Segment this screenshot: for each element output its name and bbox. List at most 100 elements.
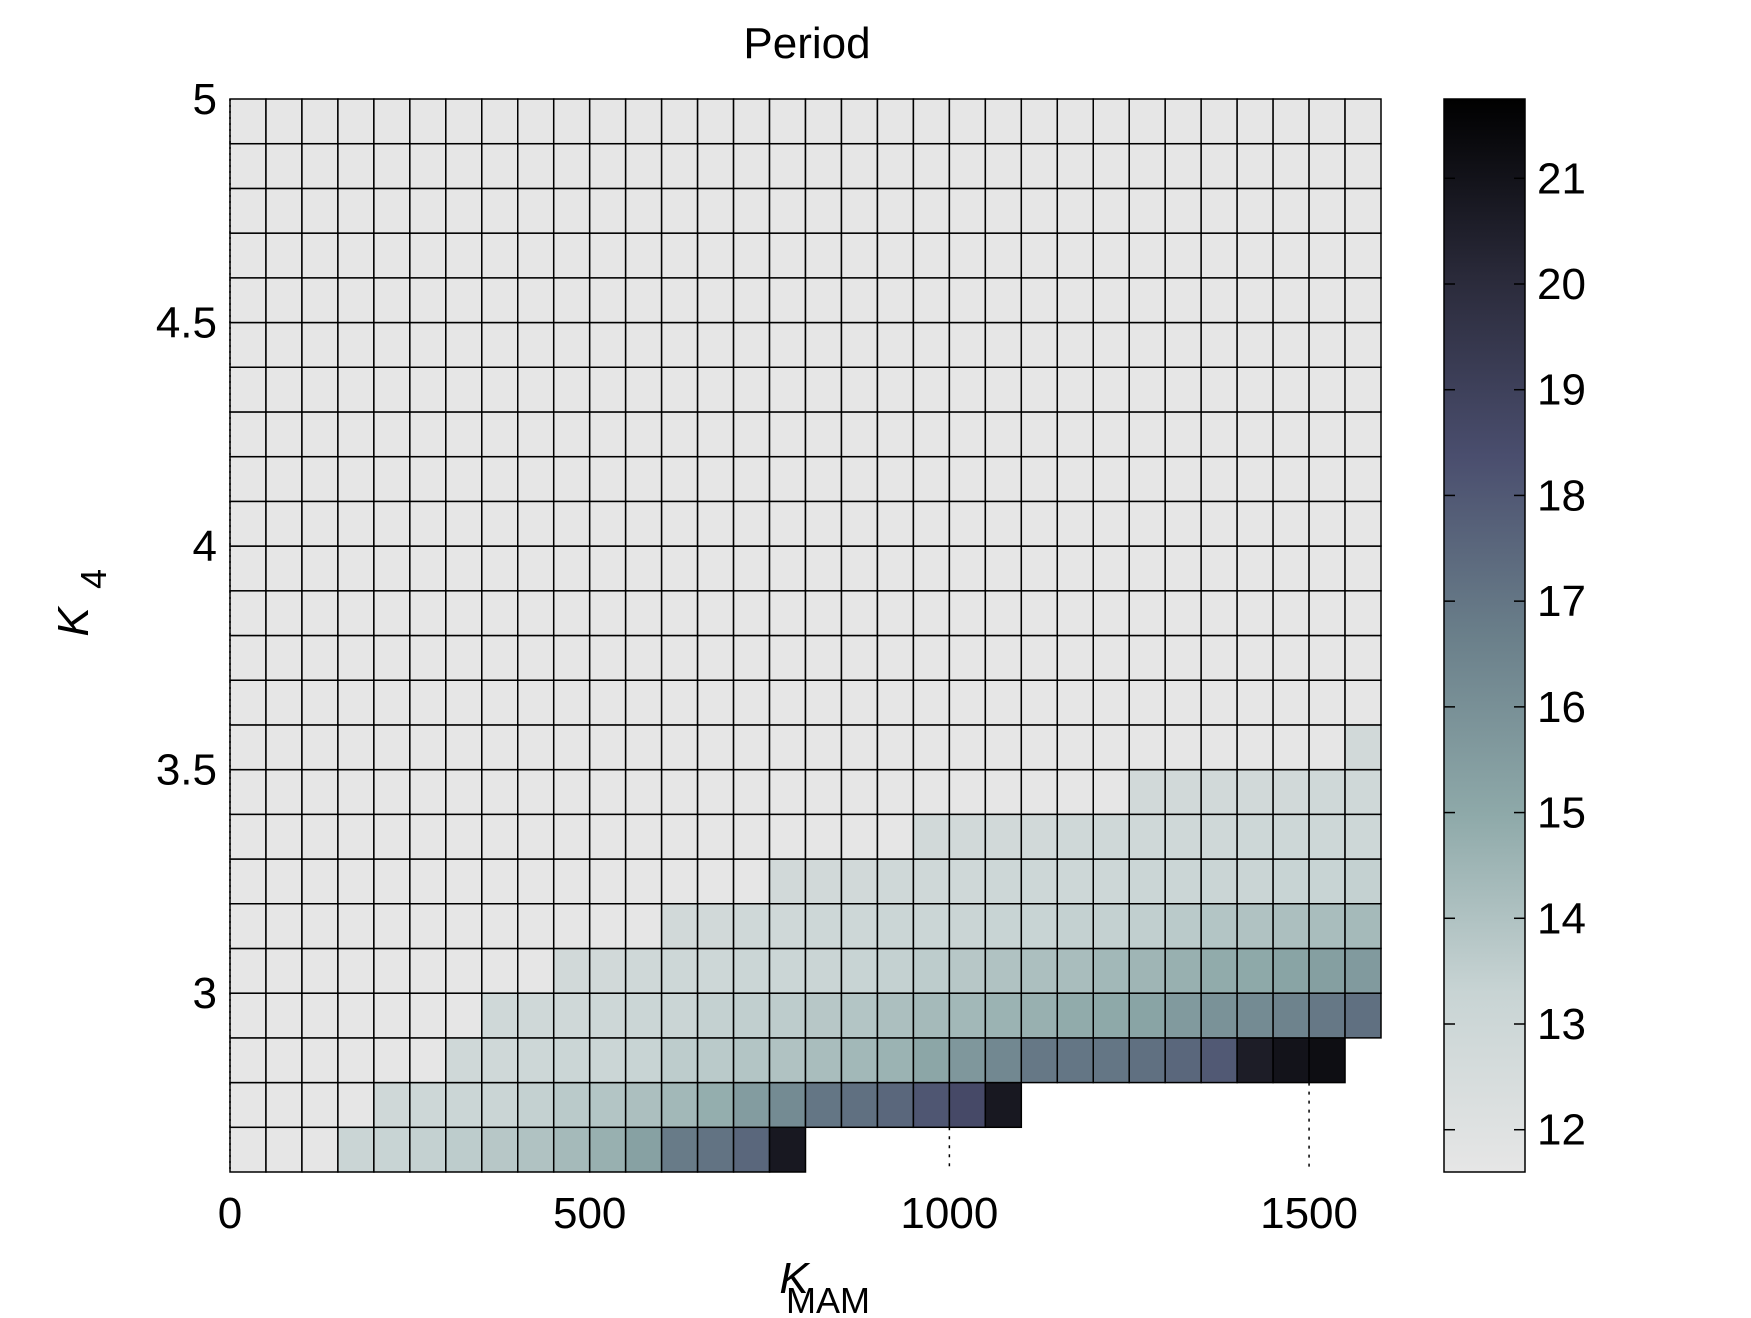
heatmap-cell [265,455,303,503]
heatmap-cell [948,768,987,816]
heatmap-cell [337,903,375,950]
heatmap-cell [624,768,663,816]
heatmap-cell [768,411,807,458]
heatmap-cell [660,366,699,413]
heatmap-cell [948,813,987,860]
heatmap-cell [984,813,1023,860]
heatmap-cell [804,634,843,681]
colorbar-tick-label: 13 [1537,1000,1586,1049]
heatmap-cell [1020,98,1059,145]
heatmap-cell [1344,321,1382,368]
heatmap-cell [1164,98,1202,145]
heatmap-cell [1308,455,1346,503]
heatmap-cell [552,411,591,458]
heatmap-cell [1272,545,1310,592]
heatmap-cell [948,992,987,1039]
heatmap-cell [552,992,591,1039]
heatmap-cell [1272,992,1310,1039]
heatmap-cell [1020,992,1059,1039]
heatmap-cell [984,1037,1023,1084]
heatmap-cell [301,545,339,592]
heatmap-cell [840,500,879,547]
heatmap-cell [552,500,591,547]
heatmap-cell [912,813,951,860]
heatmap-cell [948,858,987,905]
colorbar-tick-label: 12 [1537,1106,1586,1155]
heatmap-cell [1308,903,1346,950]
heatmap-cell [1200,992,1238,1039]
heatmap-cell [229,858,267,905]
heatmap-cell [624,590,663,637]
heatmap-cell [1308,947,1346,994]
heatmap-cell [445,187,483,234]
heatmap-cell [265,500,303,547]
heatmap-cell [696,947,735,994]
heatmap-cell [804,768,843,816]
heatmap-cell [696,724,735,771]
x-tick-label: 0 [218,1189,242,1238]
heatmap-cell [588,903,627,950]
heatmap-cell [984,947,1023,994]
heatmap-cell [481,277,519,324]
heatmap-cell [624,947,663,994]
heatmap-cell [732,411,771,458]
heatmap-cell [876,947,915,994]
heatmap-cell [876,98,915,145]
heatmap-cell [1092,634,1130,681]
heatmap-cell [1200,366,1238,413]
heatmap-cell [1056,947,1094,994]
heatmap-cell [588,947,627,994]
heatmap-cell [1344,366,1382,413]
heatmap-cell [445,1126,483,1173]
heatmap-cell [1128,98,1166,145]
heatmap-cell [1308,142,1346,190]
heatmap-cell [445,366,483,413]
heatmap-cell [696,813,735,860]
heatmap-cell [445,992,483,1039]
heatmap-cell [660,142,699,190]
heatmap-cell [660,321,699,368]
heatmap-cell [265,947,303,994]
heatmap-cell [1308,590,1346,637]
heatmap-cell [552,277,591,324]
heatmap-cell [1236,187,1274,234]
heatmap-cell [1020,366,1059,413]
heatmap-cell [732,590,771,637]
heatmap-cell [481,187,519,234]
heatmap-cell [768,590,807,637]
heatmap-cell [984,500,1023,547]
heatmap-cell [301,142,339,190]
y-axis-ticks: 3 3.5 4 4.5 5 [156,75,217,1018]
heatmap-cell [1272,813,1310,860]
heatmap-cell [552,1126,591,1173]
heatmap-cell [301,366,339,413]
heatmap-cell [1056,590,1094,637]
heatmap-cell [481,142,519,190]
heatmap-cell [1308,858,1346,905]
heatmap-cell [409,724,447,771]
heatmap-cell [1128,634,1166,681]
heatmap-cell [912,232,951,279]
heatmap-cell [660,545,699,592]
heatmap-cell [660,277,699,324]
heatmap-cell [409,813,447,860]
heatmap-cell [229,411,267,458]
heatmap-cell [265,768,303,816]
heatmap-cell [445,679,483,726]
heatmap-cell [1200,321,1238,368]
heatmap-cell [1272,858,1310,905]
heatmap-cell [1056,724,1094,771]
heatmap-cell [517,947,555,994]
heatmap-cell [840,187,879,234]
heatmap-cell [1128,277,1166,324]
heatmap-cell [1344,724,1382,771]
heatmap-cell [948,232,987,279]
heatmap-cell [1092,947,1130,994]
heatmap-cell [624,187,663,234]
heatmap-cell [912,903,951,950]
heatmap-cell [1272,500,1310,547]
colorbar-tick-label: 17 [1537,577,1586,626]
heatmap-cell [1128,142,1166,190]
heatmap-cell [768,947,807,994]
heatmap-cell [1128,768,1166,816]
